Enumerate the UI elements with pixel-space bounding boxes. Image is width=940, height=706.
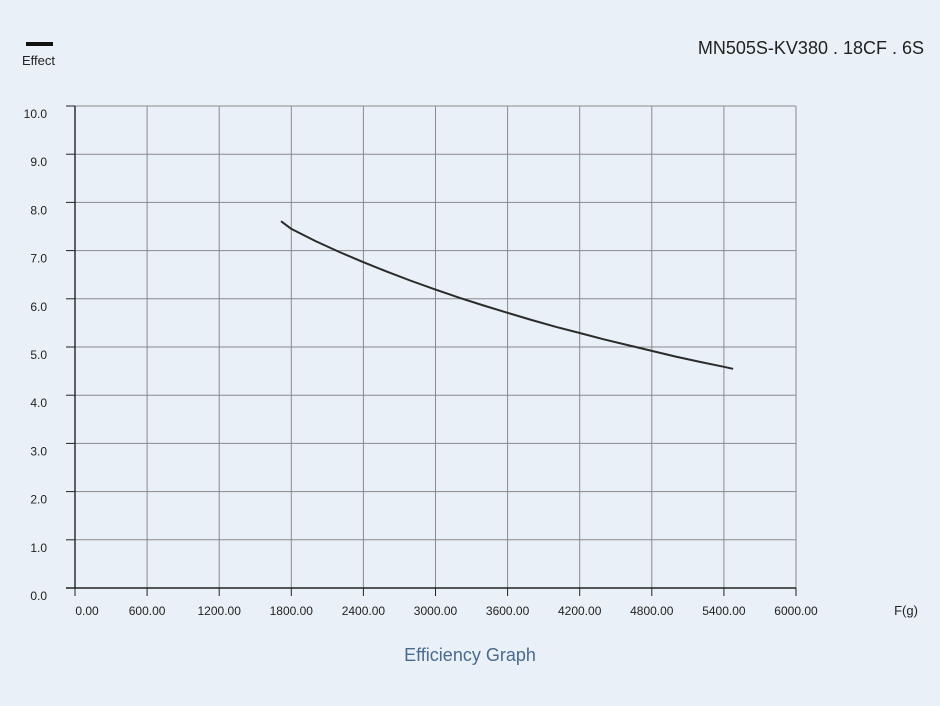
legend-swatch — [26, 42, 53, 46]
x-tick-label: 4800.00 — [630, 604, 674, 618]
x-tick-label: 4200.00 — [558, 604, 602, 618]
series-line-effect — [280, 220, 734, 370]
y-tick-label: 5.0 — [30, 348, 47, 362]
chart-caption: Efficiency Graph — [404, 645, 536, 665]
legend-label: Effect — [22, 53, 55, 68]
x-tick-label: 0.00 — [75, 604, 99, 618]
y-tick-label: 10.0 — [24, 107, 48, 121]
y-tick-label: 8.0 — [30, 203, 47, 217]
x-tick-label: 600.00 — [129, 604, 166, 618]
x-tick-label: 1200.00 — [198, 604, 242, 618]
x-tick-label: 3000.00 — [414, 604, 458, 618]
y-tick-label: 1.0 — [30, 541, 47, 555]
chart-grid — [74, 105, 797, 589]
y-tick-label: 6.0 — [30, 300, 47, 314]
y-tick-label: 4.0 — [30, 396, 47, 410]
x-tick-label: 6000.00 — [774, 604, 818, 618]
y-axis-ticks: 0.0 1.0 2.0 3.0 4.0 5.0 6.0 7.0 8.0 9.0 10.0 — [24, 105, 75, 603]
chart-series — [280, 220, 734, 370]
x-tick-label: 2400.00 — [342, 604, 386, 618]
legend: Effect — [22, 42, 55, 68]
y-tick-label: 7.0 — [30, 252, 47, 266]
y-tick-label: 2.0 — [30, 493, 47, 507]
x-axis-label: F(g) — [894, 603, 918, 618]
x-tick-label: 3600.00 — [486, 604, 530, 618]
chart-title: MN505S-KV380 . 18CF . 6S — [698, 38, 924, 58]
y-tick-label: 3.0 — [30, 444, 47, 458]
x-axis-ticks: 0.00 600.00 1200.00 1800.00 2400.00 3000.00 36… — [74, 588, 818, 618]
y-tick-label: 0.0 — [30, 589, 47, 603]
y-tick-label: 9.0 — [30, 155, 47, 169]
x-tick-label: 1800.00 — [270, 604, 314, 618]
x-tick-label: 5400.00 — [702, 604, 746, 618]
